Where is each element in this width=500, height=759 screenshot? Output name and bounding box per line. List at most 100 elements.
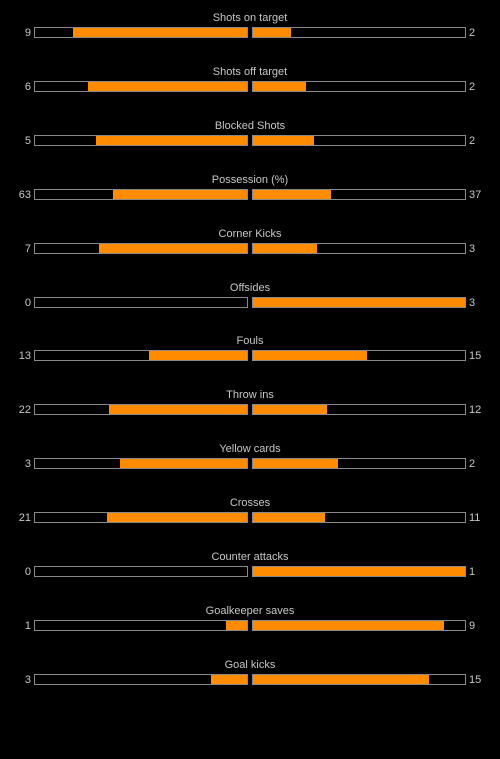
away-bar-fill <box>253 405 328 414</box>
home-bar-fill <box>210 675 247 684</box>
home-value: 3 <box>24 674 31 686</box>
home-value: 21 <box>18 512 31 524</box>
stat-label: Shots on target <box>212 12 288 24</box>
away-bar-fill <box>253 567 465 576</box>
stat-row: Counter attacks 0 1 <box>0 550 500 590</box>
stat-label: Offsides <box>229 282 271 294</box>
home-bar-track <box>34 404 248 415</box>
away-bar-fill <box>253 675 429 684</box>
away-value: 1 <box>469 566 476 578</box>
away-value: 2 <box>469 135 476 147</box>
stat-label: Goal kicks <box>224 659 276 671</box>
stat-row: Shots off target 6 2 <box>0 65 500 105</box>
home-bar-track <box>34 674 248 685</box>
away-bar-track <box>252 404 466 415</box>
home-bar-track <box>34 350 248 361</box>
stat-row: Goal kicks 3 15 <box>0 658 500 698</box>
home-bar-fill <box>113 190 247 199</box>
away-bar-track <box>252 566 466 577</box>
home-value: 63 <box>18 189 31 201</box>
home-value: 13 <box>18 350 31 362</box>
away-value: 3 <box>469 243 476 255</box>
stat-row: Possession (%) 63 37 <box>0 173 500 213</box>
away-bar-fill <box>253 298 465 307</box>
home-value: 0 <box>24 297 31 309</box>
home-value: 1 <box>24 620 31 632</box>
home-bar-track <box>34 297 248 308</box>
away-bar-track <box>252 243 466 254</box>
away-bar-fill <box>253 459 338 468</box>
away-value: 15 <box>469 674 482 686</box>
away-bar-fill <box>253 190 332 199</box>
home-value: 6 <box>24 81 31 93</box>
home-value: 0 <box>24 566 31 578</box>
stat-label: Fouls <box>236 335 264 347</box>
home-bar-fill <box>225 621 247 630</box>
home-value: 22 <box>18 404 31 416</box>
home-bar-fill <box>88 82 247 91</box>
away-value: 3 <box>469 297 476 309</box>
home-bar-track <box>34 620 248 631</box>
away-bar-track <box>252 350 466 361</box>
home-bar-track <box>34 27 248 38</box>
stat-label: Possession (%) <box>211 174 289 186</box>
stat-row: Yellow cards 3 2 <box>0 442 500 482</box>
home-bar-track <box>34 135 248 146</box>
stat-row: Fouls 13 15 <box>0 334 500 374</box>
stat-label: Crosses <box>229 497 271 509</box>
away-value: 37 <box>469 189 482 201</box>
home-bar-fill <box>109 405 247 414</box>
away-bar-track <box>252 674 466 685</box>
stat-row: Blocked Shots 5 2 <box>0 119 500 159</box>
away-bar-track <box>252 135 466 146</box>
home-bar-fill <box>107 513 247 522</box>
home-bar-fill <box>96 136 247 145</box>
away-bar-track <box>252 27 466 38</box>
stat-row: Offsides 0 3 <box>0 281 500 321</box>
away-bar-fill <box>253 351 368 360</box>
home-bar-fill <box>149 351 247 360</box>
away-bar-track <box>252 189 466 200</box>
stat-label: Counter attacks <box>211 551 289 563</box>
home-bar-fill <box>98 244 247 253</box>
away-bar-fill <box>253 136 315 145</box>
stat-label: Goalkeeper saves <box>205 605 295 617</box>
away-bar-fill <box>253 244 317 253</box>
stat-row: Shots on target 9 2 <box>0 11 500 51</box>
away-bar-fill <box>253 28 292 37</box>
home-bar-track <box>34 81 248 92</box>
home-value: 3 <box>24 458 31 470</box>
stat-label: Yellow cards <box>219 443 281 455</box>
stat-label: Throw ins <box>226 389 274 401</box>
away-value: 15 <box>469 350 482 362</box>
away-value: 9 <box>469 620 476 632</box>
away-bar-track <box>252 620 466 631</box>
stat-row: Corner Kicks 7 3 <box>0 227 500 267</box>
away-value: 12 <box>469 404 482 416</box>
home-bar-fill <box>73 28 247 37</box>
away-bar-fill <box>253 82 306 91</box>
away-bar-track <box>252 512 466 523</box>
home-value: 5 <box>24 135 31 147</box>
stat-label: Corner Kicks <box>218 228 282 240</box>
home-bar-track <box>34 512 248 523</box>
stat-label: Blocked Shots <box>214 120 286 132</box>
away-value: 2 <box>469 81 476 93</box>
home-bar-track <box>34 189 248 200</box>
away-value: 2 <box>469 458 476 470</box>
away-value: 2 <box>469 27 476 39</box>
away-bar-fill <box>253 621 444 630</box>
away-bar-track <box>252 81 466 92</box>
away-bar-track <box>252 297 466 308</box>
away-bar-fill <box>253 513 326 522</box>
stat-label: Shots off target <box>212 66 288 78</box>
stat-row: Crosses 21 11 <box>0 496 500 536</box>
stat-row: Goalkeeper saves 1 9 <box>0 604 500 644</box>
home-bar-fill <box>119 459 247 468</box>
home-bar-track <box>34 458 248 469</box>
away-bar-track <box>252 458 466 469</box>
home-value: 7 <box>24 243 31 255</box>
away-value: 11 <box>469 512 481 524</box>
home-bar-track <box>34 243 248 254</box>
home-bar-track <box>34 566 248 577</box>
